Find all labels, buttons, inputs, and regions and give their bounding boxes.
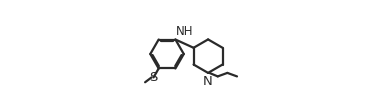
Text: S: S — [149, 71, 158, 84]
Text: NH: NH — [176, 25, 193, 38]
Text: N: N — [203, 75, 213, 87]
